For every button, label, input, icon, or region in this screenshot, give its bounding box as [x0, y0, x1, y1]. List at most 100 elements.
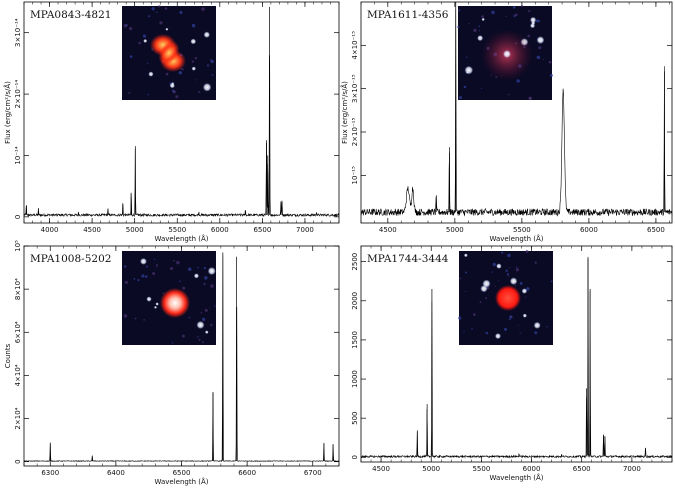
sky-dot [515, 268, 520, 272]
sky-dot [148, 15, 151, 18]
x-tick-label: 6500 [173, 469, 191, 477]
sky-dot [188, 267, 192, 271]
sky-dot [210, 284, 214, 288]
star [207, 267, 216, 276]
x-tick-label: 6000 [211, 226, 229, 234]
sky-dot [214, 305, 216, 307]
sky-dot [200, 312, 203, 314]
x-tick-label: 6600 [238, 469, 256, 477]
sky-dot [138, 41, 142, 45]
sky-dot [519, 281, 523, 285]
star [146, 296, 152, 302]
star [463, 253, 468, 258]
sky-dot [528, 97, 532, 101]
y-tick-label: 0 [14, 459, 22, 463]
sky-dot [491, 271, 494, 273]
sky-dot [516, 79, 520, 83]
x-tick-label: 6000 [580, 226, 598, 234]
x-tick-label: 5500 [513, 226, 531, 234]
sky-dot [458, 96, 462, 100]
sky-dot [159, 21, 163, 25]
sky-dot [198, 90, 201, 93]
y-tick-label: 2×10⁴ [14, 407, 22, 429]
star [203, 31, 210, 38]
plot-frame [23, 1, 340, 224]
sky-dot [169, 266, 174, 271]
sky-dot [550, 280, 553, 283]
sky-dot [546, 326, 548, 328]
sky-dot [517, 324, 519, 326]
star [154, 305, 157, 309]
sky-dot [459, 277, 462, 280]
faint-red-nebula-image [457, 4, 553, 101]
star [190, 38, 197, 45]
sky-dot [181, 334, 185, 338]
sky-dot [507, 93, 510, 96]
sky-dot [465, 291, 467, 293]
sky-dot [165, 72, 169, 76]
sky-dot [534, 331, 538, 335]
spectrum-line [23, 255, 340, 463]
y-tick-label: 6×10⁴ [14, 321, 22, 343]
sky-dot [534, 261, 537, 264]
sky-dot [465, 271, 468, 274]
sky-dot [514, 284, 517, 287]
sky-dot [491, 10, 495, 15]
sky-dot [137, 278, 140, 282]
sky-dot [129, 27, 133, 31]
sky-dot [211, 74, 214, 76]
sky-dot [478, 30, 480, 32]
sky-dot [210, 323, 213, 327]
sky-dot [194, 79, 197, 81]
x-tick-label: 7000 [623, 465, 641, 473]
sky-dot [458, 9, 461, 12]
sky-dot [141, 274, 145, 278]
plot-frame [360, 245, 673, 463]
sky-dot [543, 58, 545, 60]
spectrum-panel: 4000 4500 5000 5500 6000 6500 7000 0 10⁻¹⁴ 2×10⁻¹… [3, 1, 340, 243]
sky-dot [191, 60, 195, 63]
sky-dot [151, 7, 155, 11]
star [205, 330, 209, 334]
sky-dot [478, 25, 481, 28]
sky-dot [178, 71, 183, 75]
sky-dot [191, 23, 196, 28]
y-tick-label: 10⁵ [14, 240, 22, 252]
sky-dot [164, 7, 168, 10]
x-tick-label: 5000 [446, 226, 464, 234]
spectrum-line [23, 54, 340, 218]
star [521, 288, 528, 294]
y-tick-label: 10⁻¹⁴ [14, 146, 22, 164]
sky-dot [201, 7, 205, 11]
sky-dot [519, 332, 521, 334]
central-star [503, 50, 511, 58]
x-axis-title: Wavelength (Å) [154, 234, 208, 243]
sky-dot [520, 4, 524, 8]
sky-dot [126, 24, 128, 27]
sky-dot [480, 87, 483, 89]
y-tick-label: 3×10⁻¹⁴ [14, 18, 22, 47]
sky-dot [485, 331, 489, 335]
sky-dot [197, 266, 199, 269]
x-tick-label: 6000 [523, 465, 541, 473]
star [494, 333, 501, 340]
star [530, 16, 537, 24]
sky-dot [481, 15, 484, 18]
sky-dot [203, 266, 206, 270]
sky-dot [471, 328, 473, 330]
star [482, 279, 491, 288]
sky-dot [505, 15, 507, 18]
x-tick-label: 5000 [422, 465, 440, 473]
panel-title: MPA0843-4821 [30, 9, 111, 21]
star [202, 82, 212, 92]
sky-dot [133, 277, 136, 280]
sky-dot [525, 250, 529, 253]
y-tick-label: 10⁻¹⁵ [351, 166, 359, 184]
sky-dot [210, 59, 214, 64]
spectrum-line [360, 9, 673, 217]
sky-dot [198, 338, 201, 341]
panel-title: MPA1611-4356 [367, 9, 449, 21]
x-tick-label: 6500 [647, 226, 665, 234]
sky-dot [175, 95, 179, 99]
sky-dot [123, 314, 128, 318]
